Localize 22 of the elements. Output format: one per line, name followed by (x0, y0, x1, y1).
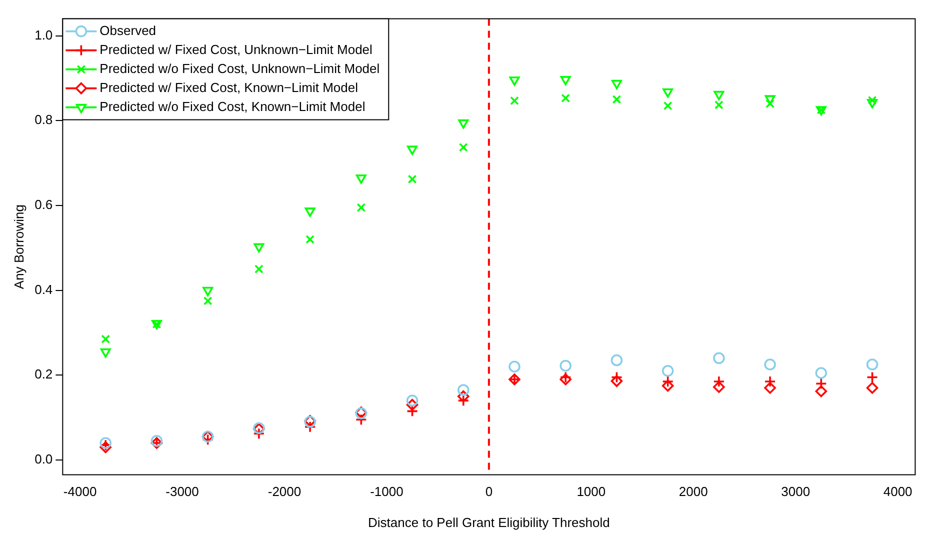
legend-label: Predicted w/ Fixed Cost, Known−Limit Model (100, 80, 358, 95)
y-tick-label: 0.2 (34, 366, 53, 382)
y-tick-label: 0.4 (34, 282, 53, 297)
x-axis-title: Distance to Pell Grant Eligibility Threshold (368, 514, 610, 530)
y-tick-label: 0.0 (34, 452, 53, 467)
y-axis-title: Any Borrowing (11, 204, 26, 290)
y-tick-label: 0.8 (34, 112, 53, 128)
x-tick-label: -1000 (370, 484, 404, 500)
x-tick-label: 1000 (576, 484, 606, 500)
x-tick-label: -3000 (166, 484, 199, 500)
legend-label: Observed (100, 22, 156, 38)
y-tick-label: 0.6 (34, 197, 53, 212)
x-tick-label: -2000 (268, 484, 302, 500)
legend-label: Predicted w/ Fixed Cost, Unknown−Limit Model (100, 42, 373, 57)
x-tick-label: 0 (485, 484, 493, 500)
y-tick-label: 1.0 (34, 27, 53, 42)
x-tick-label: 4000 (883, 484, 912, 500)
legend-label: Predicted w/o Fixed Cost, Known−Limit Model (100, 98, 366, 114)
legend-label: Predicted w/o Fixed Cost, Unknown−Limit Model (100, 60, 380, 76)
x-tick-label: 3000 (781, 484, 810, 500)
x-tick-label: 2000 (678, 484, 708, 500)
x-tick-label: -4000 (63, 484, 97, 500)
